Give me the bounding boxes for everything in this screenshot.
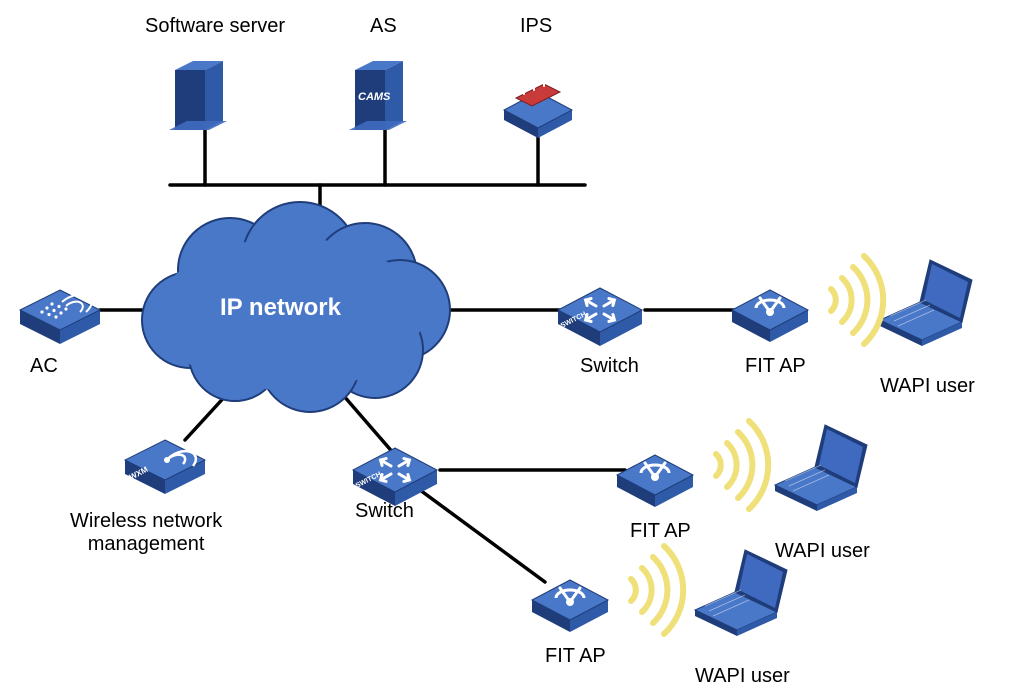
- laptop3-label: WAPI user: [695, 665, 790, 688]
- switch1-label: Switch: [580, 355, 639, 378]
- laptop1-label: WAPI user: [880, 375, 975, 398]
- ap2-label: FIT AP: [630, 520, 691, 543]
- svg-text:CAMS: CAMS: [358, 91, 391, 103]
- laptop2-label: WAPI user: [775, 540, 870, 563]
- ap-icon: [617, 455, 693, 507]
- ips-label: IPS: [520, 15, 552, 38]
- switch-icon: SWITCH: [353, 448, 437, 506]
- svg-text:SWITCH: SWITCH: [355, 471, 383, 490]
- laptop-icon: [880, 260, 972, 346]
- software_server-label: Software server: [145, 15, 285, 38]
- diagram-lines: CAMS WXM SWITCH SWITCH: [0, 0, 1031, 688]
- laptop-icon: [695, 550, 787, 636]
- svg-text:SWITCH: SWITCH: [560, 311, 588, 330]
- server-icon: [169, 61, 227, 130]
- server-icon: CAMS: [349, 61, 407, 130]
- wxm-icon: WXM: [125, 440, 205, 494]
- ac-label: AC: [30, 355, 58, 378]
- ap1-label: FIT AP: [745, 355, 806, 378]
- switch2-label: Switch: [355, 500, 414, 523]
- svg-text:WXM: WXM: [128, 465, 150, 482]
- ap-icon: [532, 580, 608, 632]
- ips-icon: [504, 72, 572, 138]
- as-label: AS: [370, 15, 397, 38]
- laptop-icon: [775, 425, 867, 511]
- ac-icon: [20, 290, 100, 344]
- ap3-label: FIT AP: [545, 645, 606, 668]
- wxm-label: Wireless network management: [70, 510, 222, 556]
- ap-icon: [732, 290, 808, 342]
- ip-network-cloud-label: IP network: [220, 294, 341, 322]
- switch-icon: SWITCH: [558, 288, 642, 346]
- ips-base: [504, 92, 572, 138]
